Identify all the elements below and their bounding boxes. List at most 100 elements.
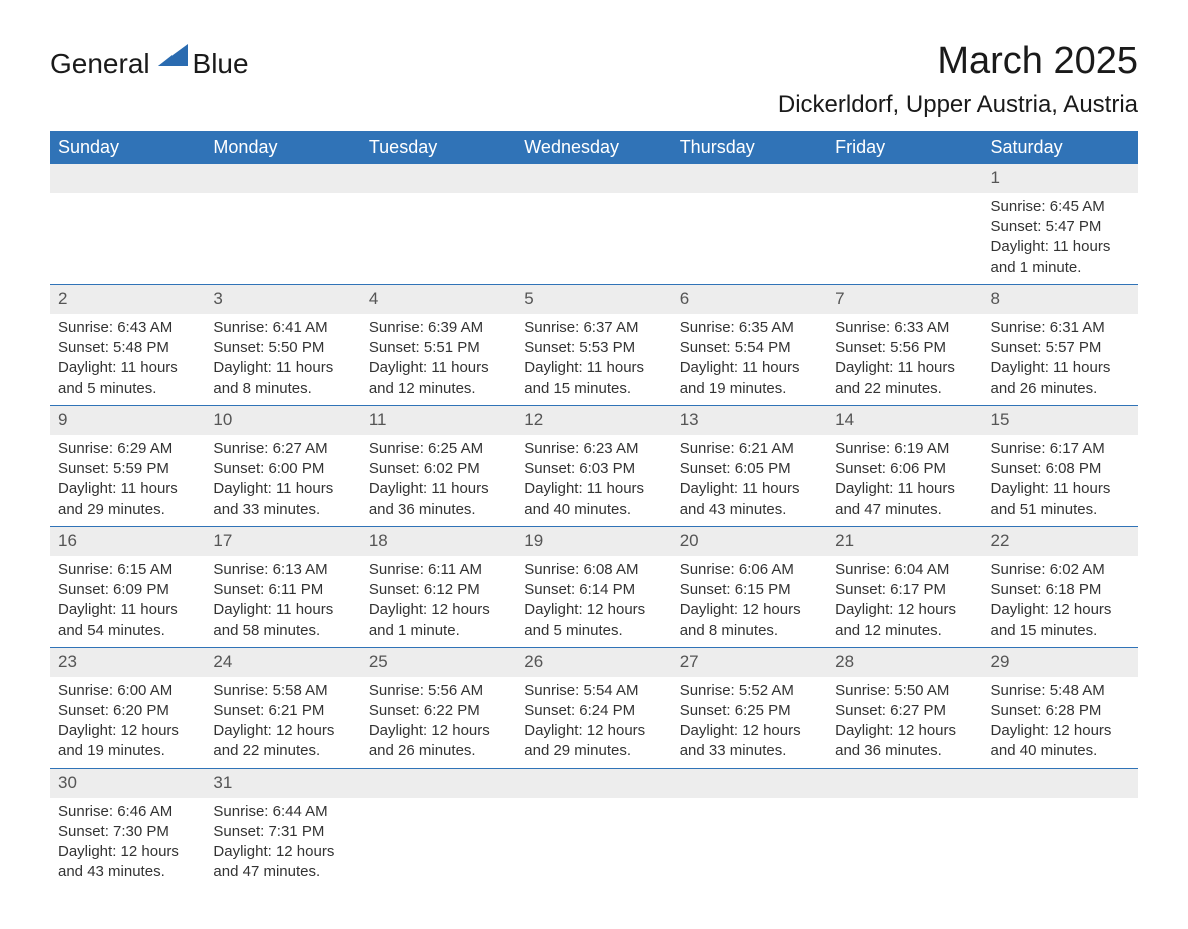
sunset-text: Sunset: 6:08 PM xyxy=(991,459,1130,479)
sunrise-text: Sunrise: 6:33 AM xyxy=(835,318,974,338)
sunrise-text: Sunrise: 6:02 AM xyxy=(991,560,1130,580)
day-cell: Sunrise: 6:06 AMSunset: 6:15 PMDaylight:… xyxy=(672,556,827,648)
sunset-text: Sunset: 7:30 PM xyxy=(58,822,197,842)
sunset-text: Sunset: 6:25 PM xyxy=(680,701,819,721)
sunrise-text: Sunrise: 5:50 AM xyxy=(835,681,974,701)
week-daynum-row: 23242526272829 xyxy=(50,647,1138,676)
daylight-text: Daylight: 11 hours and 43 minutes. xyxy=(680,479,819,520)
sunset-text: Sunset: 6:27 PM xyxy=(835,701,974,721)
day-number xyxy=(361,768,516,797)
sunrise-text: Sunrise: 5:56 AM xyxy=(369,681,508,701)
week-content-row: Sunrise: 6:00 AMSunset: 6:20 PMDaylight:… xyxy=(50,677,1138,769)
sunrise-text: Sunrise: 6:13 AM xyxy=(213,560,352,580)
day-cell: Sunrise: 5:50 AMSunset: 6:27 PMDaylight:… xyxy=(827,677,982,769)
day-number: 13 xyxy=(672,405,827,434)
day-number: 2 xyxy=(50,284,205,313)
daylight-text: Daylight: 12 hours and 33 minutes. xyxy=(680,721,819,762)
sunset-text: Sunset: 6:21 PM xyxy=(213,701,352,721)
sunset-text: Sunset: 5:48 PM xyxy=(58,338,197,358)
day-number: 3 xyxy=(205,284,360,313)
sunrise-text: Sunrise: 6:29 AM xyxy=(58,439,197,459)
day-cell: Sunrise: 6:11 AMSunset: 6:12 PMDaylight:… xyxy=(361,556,516,648)
week-content-row: Sunrise: 6:29 AMSunset: 5:59 PMDaylight:… xyxy=(50,435,1138,527)
daylight-text: Daylight: 11 hours and 58 minutes. xyxy=(213,600,352,641)
day-cell: Sunrise: 6:37 AMSunset: 5:53 PMDaylight:… xyxy=(516,314,671,406)
day-cell xyxy=(50,193,205,285)
sunrise-text: Sunrise: 6:21 AM xyxy=(680,439,819,459)
col-tuesday: Tuesday xyxy=(361,131,516,164)
day-cell: Sunrise: 6:04 AMSunset: 6:17 PMDaylight:… xyxy=(827,556,982,648)
day-number: 28 xyxy=(827,647,982,676)
day-cell: Sunrise: 6:17 AMSunset: 6:08 PMDaylight:… xyxy=(983,435,1138,527)
sunset-text: Sunset: 6:03 PM xyxy=(524,459,663,479)
day-number: 26 xyxy=(516,647,671,676)
week-content-row: Sunrise: 6:45 AMSunset: 5:47 PMDaylight:… xyxy=(50,193,1138,285)
daylight-text: Daylight: 11 hours and 36 minutes. xyxy=(369,479,508,520)
brand-name-part2: Blue xyxy=(193,48,249,79)
sunrise-text: Sunrise: 6:37 AM xyxy=(524,318,663,338)
sunset-text: Sunset: 6:12 PM xyxy=(369,580,508,600)
sunset-text: Sunset: 5:47 PM xyxy=(991,217,1130,237)
day-number xyxy=(672,164,827,193)
day-number xyxy=(983,768,1138,797)
sunset-text: Sunset: 5:57 PM xyxy=(991,338,1130,358)
col-friday: Friday xyxy=(827,131,982,164)
sunset-text: Sunset: 6:14 PM xyxy=(524,580,663,600)
day-number: 29 xyxy=(983,647,1138,676)
day-cell: Sunrise: 6:46 AMSunset: 7:30 PMDaylight:… xyxy=(50,798,205,889)
sunrise-text: Sunrise: 6:45 AM xyxy=(991,197,1130,217)
daylight-text: Daylight: 11 hours and 12 minutes. xyxy=(369,358,508,399)
daylight-text: Daylight: 11 hours and 22 minutes. xyxy=(835,358,974,399)
day-number: 4 xyxy=(361,284,516,313)
sunrise-text: Sunrise: 6:23 AM xyxy=(524,439,663,459)
day-cell: Sunrise: 5:48 AMSunset: 6:28 PMDaylight:… xyxy=(983,677,1138,769)
day-cell: Sunrise: 5:52 AMSunset: 6:25 PMDaylight:… xyxy=(672,677,827,769)
day-number xyxy=(205,164,360,193)
title-block: March 2025 Dickerldorf, Upper Austria, A… xyxy=(778,40,1138,119)
day-cell: Sunrise: 6:29 AMSunset: 5:59 PMDaylight:… xyxy=(50,435,205,527)
sunrise-text: Sunrise: 6:06 AM xyxy=(680,560,819,580)
sunrise-text: Sunrise: 6:35 AM xyxy=(680,318,819,338)
day-number: 12 xyxy=(516,405,671,434)
day-number: 16 xyxy=(50,526,205,555)
daylight-text: Daylight: 12 hours and 26 minutes. xyxy=(369,721,508,762)
sunrise-text: Sunrise: 6:17 AM xyxy=(991,439,1130,459)
sunset-text: Sunset: 5:53 PM xyxy=(524,338,663,358)
sunrise-text: Sunrise: 5:52 AM xyxy=(680,681,819,701)
day-cell: Sunrise: 6:41 AMSunset: 5:50 PMDaylight:… xyxy=(205,314,360,406)
day-cell xyxy=(983,798,1138,889)
daylight-text: Daylight: 12 hours and 5 minutes. xyxy=(524,600,663,641)
day-cell: Sunrise: 6:23 AMSunset: 6:03 PMDaylight:… xyxy=(516,435,671,527)
sunset-text: Sunset: 6:28 PM xyxy=(991,701,1130,721)
sunrise-text: Sunrise: 6:04 AM xyxy=(835,560,974,580)
day-number: 10 xyxy=(205,405,360,434)
daylight-text: Daylight: 12 hours and 47 minutes. xyxy=(213,842,352,883)
day-number: 9 xyxy=(50,405,205,434)
day-cell: Sunrise: 6:31 AMSunset: 5:57 PMDaylight:… xyxy=(983,314,1138,406)
day-number: 23 xyxy=(50,647,205,676)
day-number xyxy=(672,768,827,797)
day-cell xyxy=(672,193,827,285)
daylight-text: Daylight: 11 hours and 40 minutes. xyxy=(524,479,663,520)
day-cell: Sunrise: 6:08 AMSunset: 6:14 PMDaylight:… xyxy=(516,556,671,648)
week-content-row: Sunrise: 6:15 AMSunset: 6:09 PMDaylight:… xyxy=(50,556,1138,648)
day-number: 18 xyxy=(361,526,516,555)
day-cell xyxy=(827,193,982,285)
day-number: 14 xyxy=(827,405,982,434)
sunset-text: Sunset: 5:50 PM xyxy=(213,338,352,358)
day-cell: Sunrise: 6:02 AMSunset: 6:18 PMDaylight:… xyxy=(983,556,1138,648)
day-number xyxy=(516,768,671,797)
day-cell: Sunrise: 5:56 AMSunset: 6:22 PMDaylight:… xyxy=(361,677,516,769)
daylight-text: Daylight: 11 hours and 8 minutes. xyxy=(213,358,352,399)
day-cell: Sunrise: 6:35 AMSunset: 5:54 PMDaylight:… xyxy=(672,314,827,406)
brand-name-part1: General xyxy=(50,48,150,79)
day-cell: Sunrise: 6:21 AMSunset: 6:05 PMDaylight:… xyxy=(672,435,827,527)
day-number: 19 xyxy=(516,526,671,555)
col-sunday: Sunday xyxy=(50,131,205,164)
day-cell: Sunrise: 6:45 AMSunset: 5:47 PMDaylight:… xyxy=(983,193,1138,285)
sunset-text: Sunset: 6:24 PM xyxy=(524,701,663,721)
daylight-text: Daylight: 12 hours and 36 minutes. xyxy=(835,721,974,762)
day-cell: Sunrise: 6:39 AMSunset: 5:51 PMDaylight:… xyxy=(361,314,516,406)
col-saturday: Saturday xyxy=(983,131,1138,164)
day-cell xyxy=(827,798,982,889)
